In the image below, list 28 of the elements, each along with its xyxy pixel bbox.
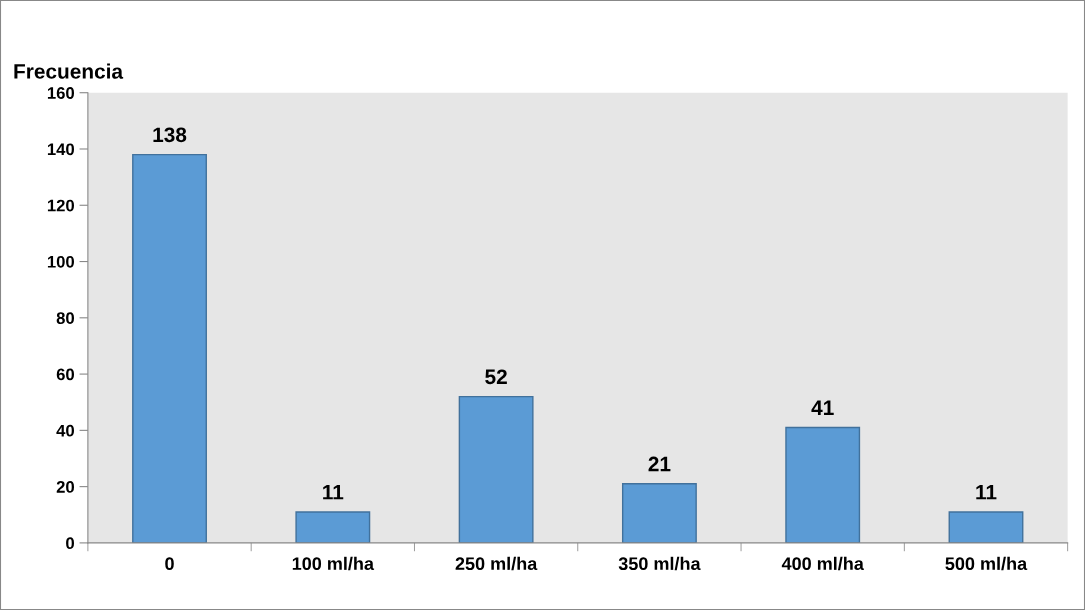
bar (785, 426, 861, 543)
bar (132, 153, 207, 543)
y-tick-label: 20 (56, 481, 75, 493)
bar (621, 483, 697, 543)
bar (948, 511, 1024, 543)
data-label: 52 (485, 369, 507, 385)
y-tick-label: 120 (47, 199, 75, 212)
y-tick-label: 80 (56, 312, 75, 325)
x-tick-label: 500 ml/ha (945, 556, 1028, 571)
x-tick-label: 0 (165, 557, 174, 571)
data-label: 138 (153, 127, 187, 143)
y-tick-label: 100 (47, 255, 75, 268)
x-tick-label: 100 ml/ha (292, 556, 375, 571)
y-tick-label: 160 (47, 87, 75, 99)
y-tick-label: 140 (47, 143, 75, 156)
data-label: 21 (648, 456, 671, 472)
x-tick-label: 400 ml/ha (781, 556, 864, 571)
y-tick-label: 0 (66, 537, 75, 550)
y-axis-title: Frecuencia (14, 63, 124, 79)
x-tick-label: 350 ml/ha (618, 556, 701, 571)
bar (458, 395, 534, 543)
y-tick-label: 60 (56, 368, 75, 381)
bar (295, 511, 371, 543)
data-label: 41 (811, 400, 834, 415)
data-label: 11 (323, 484, 344, 500)
x-tick-label: 250 ml/ha (455, 556, 538, 571)
data-label: 11 (976, 484, 997, 500)
y-tick-label: 40 (56, 424, 75, 437)
